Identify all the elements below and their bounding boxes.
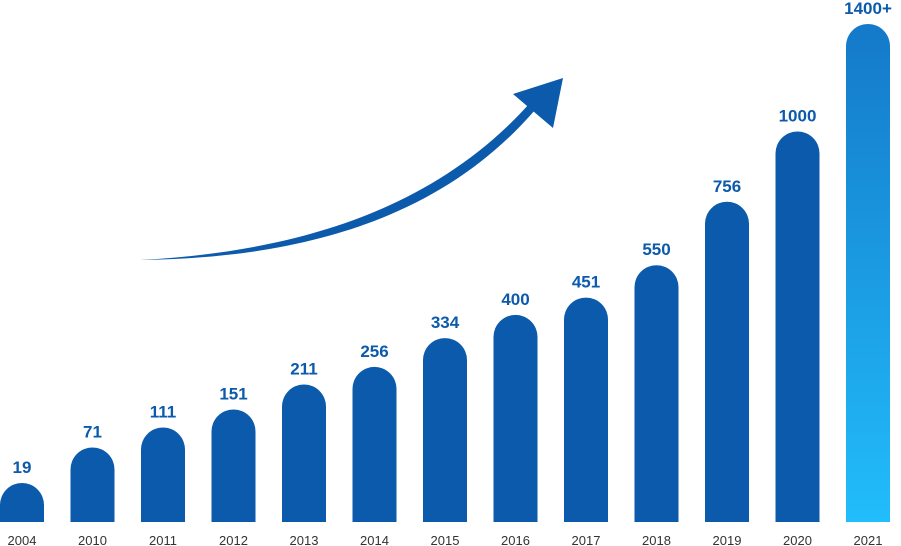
trend-arrow-body xyxy=(140,104,535,260)
value-label-2014: 256 xyxy=(360,342,388,361)
bar-2010 xyxy=(70,447,115,522)
value-label-2020: 1000 xyxy=(779,106,817,125)
value-label-2011: 111 xyxy=(150,403,177,422)
x-tick-2020: 2020 xyxy=(783,533,812,546)
x-tick-2012: 2012 xyxy=(219,533,248,546)
value-label-2012: 151 xyxy=(219,384,247,403)
trend-arrow-icon xyxy=(140,78,563,260)
value-label-2004: 19 xyxy=(13,458,32,477)
bar-2015 xyxy=(423,338,467,522)
bar-2012 xyxy=(211,409,256,522)
bar-2013 xyxy=(282,384,326,522)
trend-arrow-head xyxy=(513,78,563,128)
bar-2019 xyxy=(705,201,749,522)
bars-group xyxy=(0,24,890,522)
value-labels-group: 19 71 111 151 211 256 334 400 451 550 756 1000 1400+ xyxy=(13,0,892,477)
x-tick-2004: 2004 xyxy=(8,533,37,546)
value-label-2018: 550 xyxy=(642,240,670,259)
value-label-2017: 451 xyxy=(572,273,600,292)
x-tick-2013: 2013 xyxy=(290,533,319,546)
value-label-2015: 334 xyxy=(431,313,460,332)
x-tick-2021: 2021 xyxy=(854,533,883,546)
value-label-2019: 756 xyxy=(713,177,741,196)
bar-2017 xyxy=(564,297,608,522)
bar-2011 xyxy=(141,427,185,522)
x-tick-2019: 2019 xyxy=(713,533,742,546)
bar-2021 xyxy=(846,24,890,522)
value-label-2010: 71 xyxy=(83,422,102,441)
bar-2016 xyxy=(493,314,538,522)
x-tick-2017: 2017 xyxy=(572,533,601,546)
bar-2004 xyxy=(0,483,44,522)
bar-2020 xyxy=(775,131,820,522)
value-label-2013: 211 xyxy=(290,359,317,378)
value-label-2016: 400 xyxy=(501,290,529,309)
x-tick-2016: 2016 xyxy=(501,533,530,546)
x-tick-2010: 2010 xyxy=(78,533,107,546)
x-tick-2011: 2011 xyxy=(149,533,177,546)
bar-2014 xyxy=(352,366,397,522)
x-tick-2014: 2014 xyxy=(360,533,389,546)
x-tick-2015: 2015 xyxy=(431,533,460,546)
x-tick-labels-group: 2004 2010 2011 2012 2013 2014 2015 2016 2017 2018… xyxy=(8,533,883,546)
value-label-2021: 1400+ xyxy=(844,0,892,18)
x-tick-2018: 2018 xyxy=(642,533,671,546)
bar-2018 xyxy=(634,265,679,522)
